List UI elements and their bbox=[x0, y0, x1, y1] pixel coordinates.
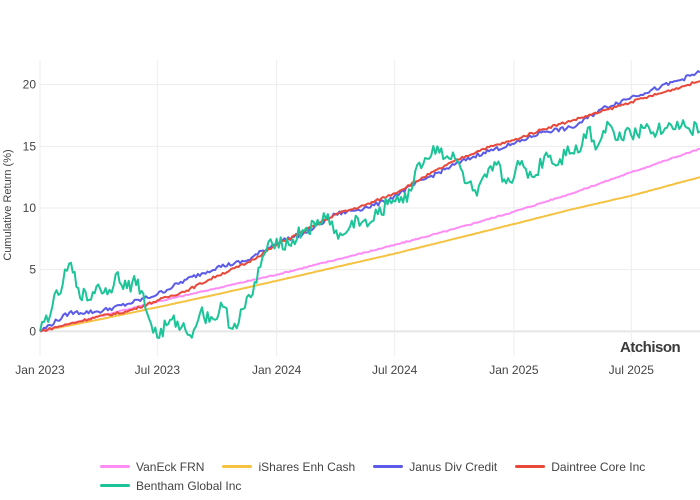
grid-lines bbox=[39, 60, 700, 356]
legend-label: Janus Div Credit bbox=[409, 459, 498, 474]
series-line-ishares-enh-cash bbox=[39, 176, 700, 333]
legend-label: iShares Enh Cash bbox=[258, 459, 356, 474]
x-tick-label: Jan 2024 bbox=[252, 363, 302, 377]
legend-label: Bentham Global Inc bbox=[136, 478, 242, 493]
legend: VanEck FRN iShares Enh Cash Janus Div Cred… bbox=[100, 457, 660, 495]
x-tick-label: Jul 2025 bbox=[609, 363, 655, 377]
series-line-daintree-core-inc bbox=[39, 80, 700, 333]
x-tick-label: Jul 2024 bbox=[372, 363, 418, 377]
x-tick-label: Jan 2025 bbox=[489, 363, 539, 377]
line-chart: 0 5 10 15 20 Jan 2023 Jul 2023 Jan 2024 Jul 2024… bbox=[2, 60, 700, 377]
legend-item[interactable]: VanEck FRN bbox=[100, 460, 204, 474]
legend-swatch bbox=[100, 484, 130, 487]
legend-item[interactable]: iShares Enh Cash bbox=[222, 460, 355, 474]
y-axis-title: Cumulative Return (%) bbox=[2, 149, 14, 260]
y-tick-label: 15 bbox=[23, 139, 37, 153]
legend-row: VanEck FRN iShares Enh Cash Janus Div Cred… bbox=[100, 457, 660, 476]
y-tick-label: 5 bbox=[29, 263, 36, 277]
watermark-logo: Atchison bbox=[620, 339, 681, 356]
x-tick-label: Jan 2023 bbox=[15, 363, 65, 377]
series-lines bbox=[39, 70, 700, 339]
legend-item[interactable]: Daintree Core Inc bbox=[515, 460, 645, 474]
legend-item[interactable]: Janus Div Credit bbox=[373, 460, 497, 474]
legend-swatch bbox=[222, 465, 253, 468]
axis-ticks: 0 5 10 15 20 Jan 2023 Jul 2023 Jan 2024 Jul 2024… bbox=[15, 78, 654, 377]
y-tick-label: 10 bbox=[23, 201, 37, 215]
legend-swatch bbox=[515, 465, 546, 468]
x-tick-label: Jul 2023 bbox=[135, 363, 181, 377]
legend-swatch bbox=[373, 465, 404, 468]
legend-label: VanEck FRN bbox=[136, 459, 205, 474]
legend-label: Daintree Core Inc bbox=[551, 459, 646, 474]
legend-swatch bbox=[100, 465, 130, 468]
y-tick-label: 0 bbox=[29, 324, 36, 338]
legend-row: Bentham Global Inc bbox=[100, 476, 660, 495]
legend-item[interactable]: Bentham Global Inc bbox=[100, 479, 241, 493]
series-line-bentham-global-inc bbox=[39, 119, 700, 339]
y-tick-label: 20 bbox=[23, 78, 37, 92]
series-line-vaneck-frn bbox=[40, 147, 700, 333]
